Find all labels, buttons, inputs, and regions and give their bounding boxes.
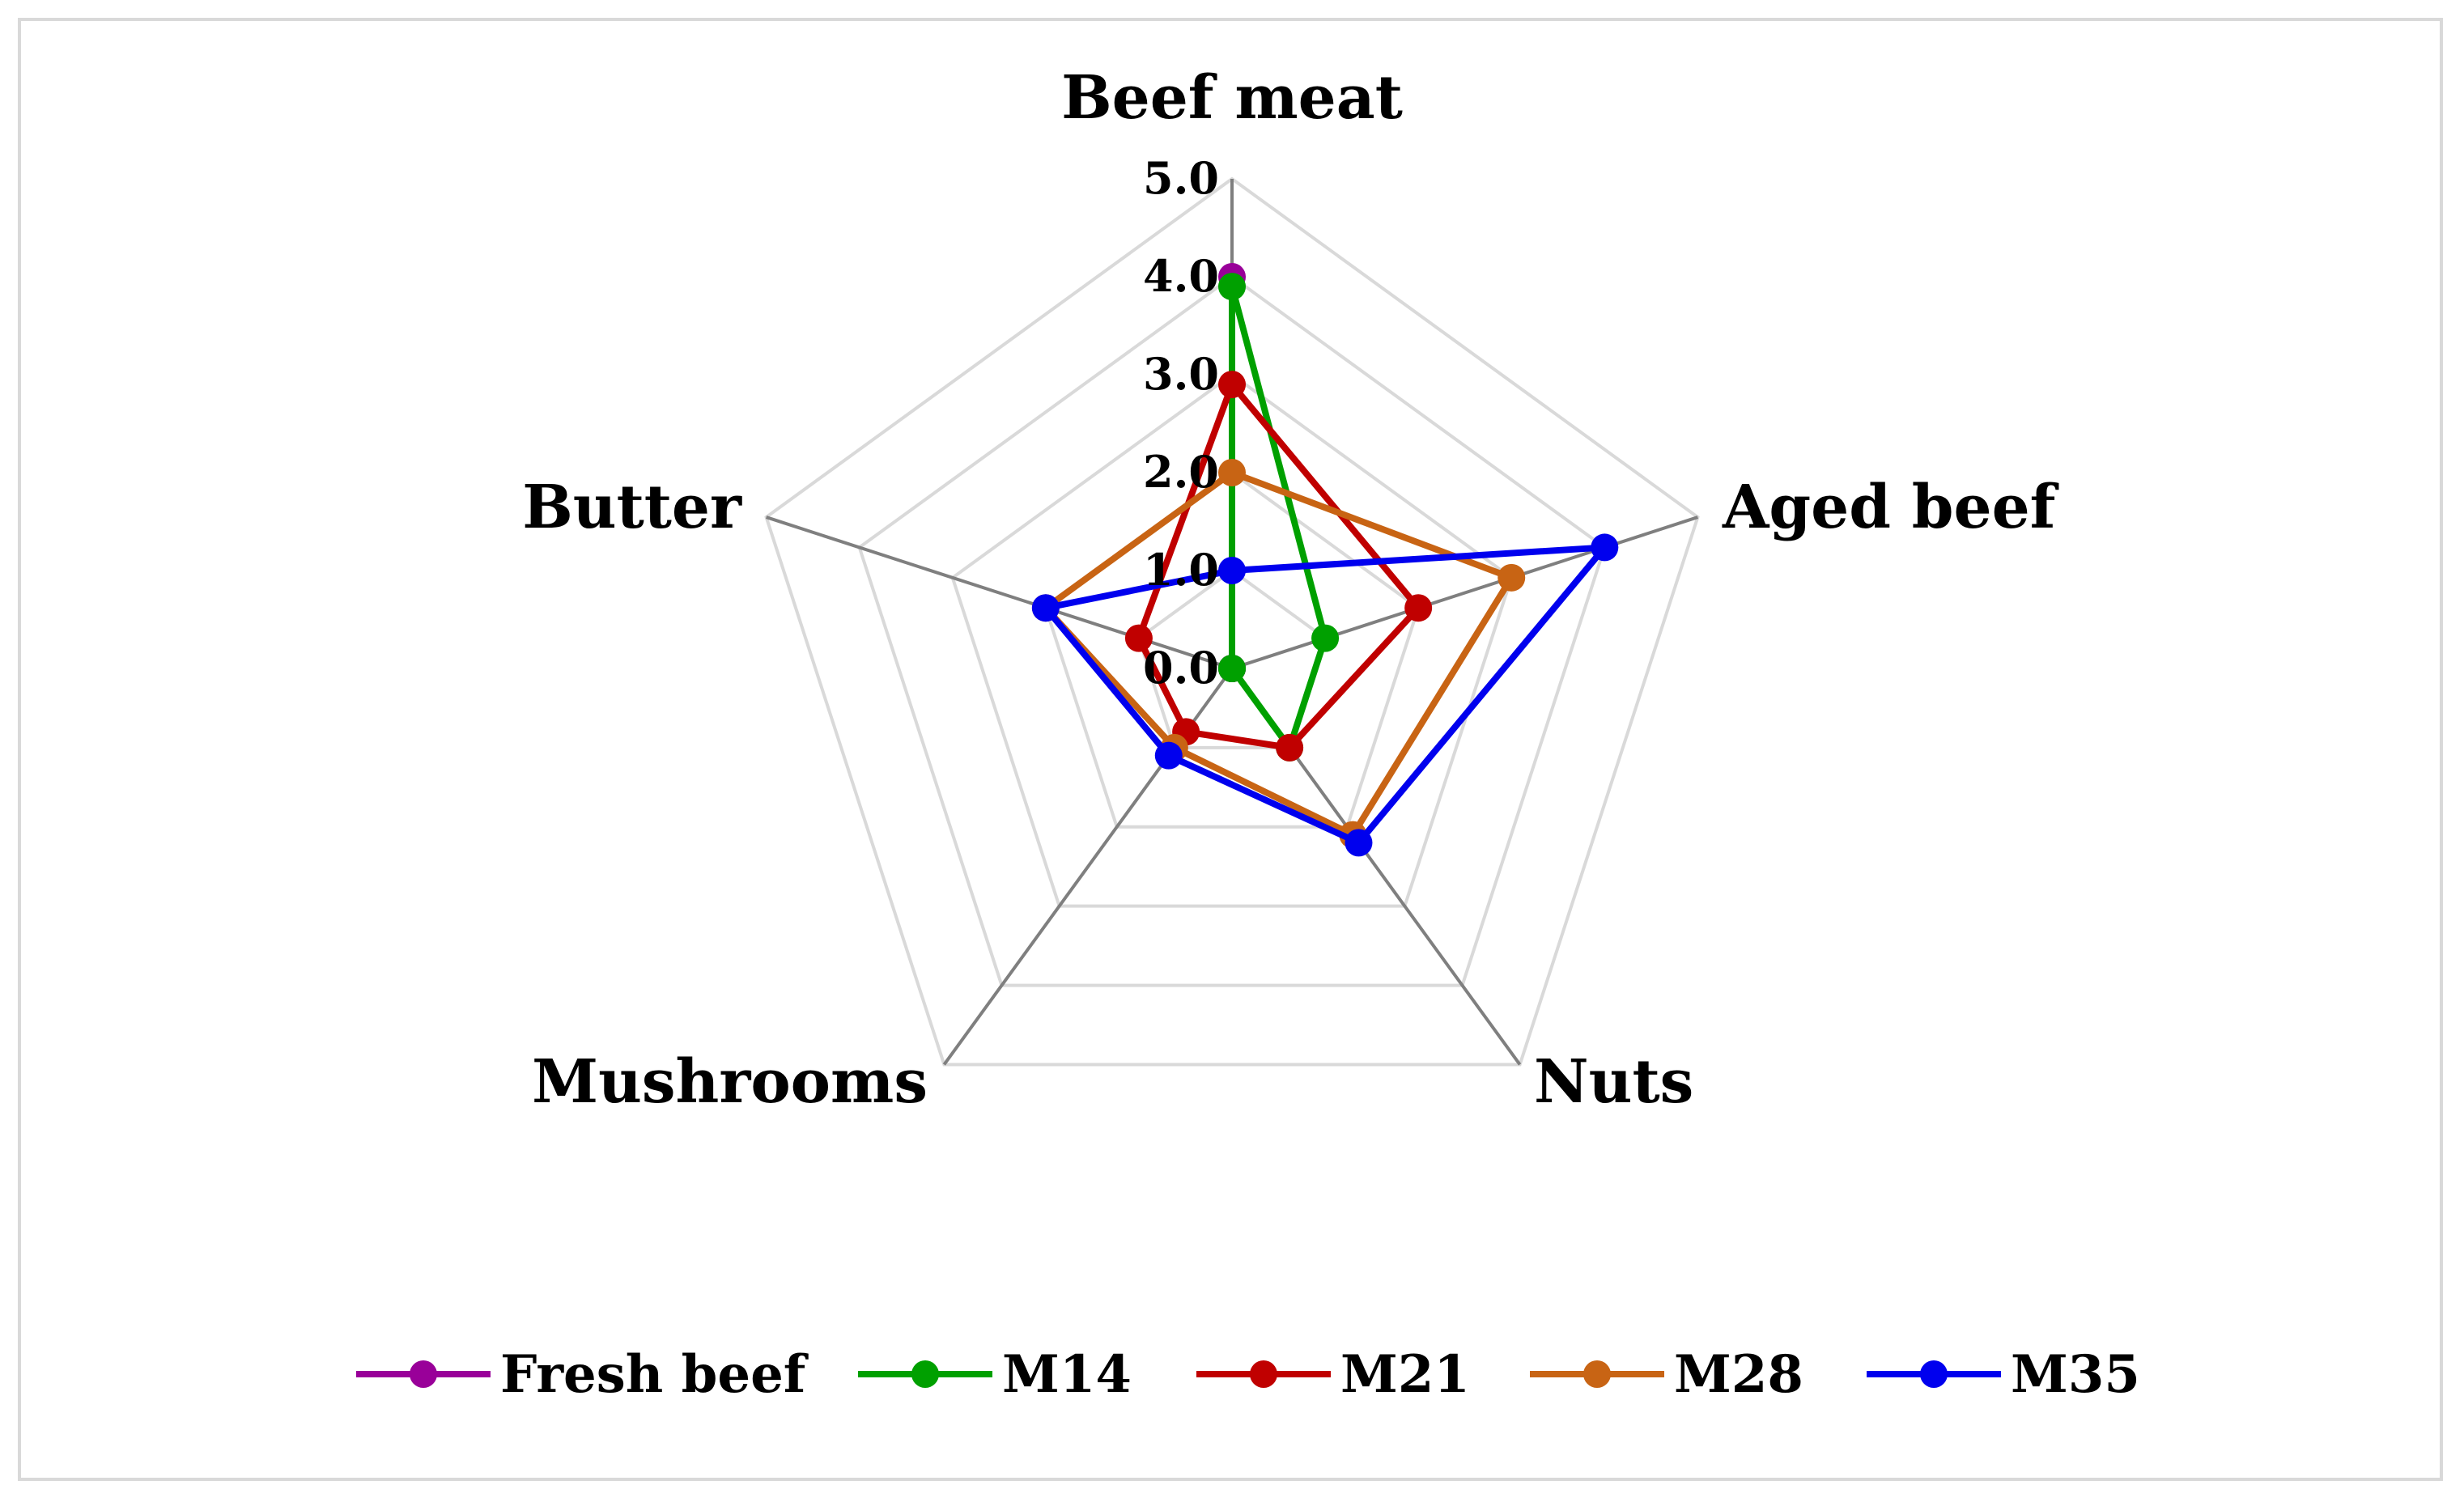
grid-ring-3 — [950, 372, 1514, 908]
series-line — [1042, 544, 1608, 846]
legend-item: M21 — [1196, 1344, 1470, 1405]
tick-labels: 0.0 1.0 2.0 3.0 4.0 5.0 — [1143, 152, 1219, 694]
category-label-butter: Butter — [522, 473, 742, 542]
category-labels: Beef meat Aged beef Nuts Mushrooms Butter — [522, 63, 2058, 1117]
tick-label: 4.0 — [1143, 250, 1219, 302]
category-label-mushrooms: Mushrooms — [532, 1047, 928, 1117]
data-point — [1218, 655, 1246, 682]
series-m21 — [1124, 371, 1433, 762]
data-point — [1404, 594, 1433, 622]
legend-swatch-marker — [1583, 1360, 1611, 1388]
data-point — [1591, 533, 1619, 562]
tick-label: 1.0 — [1143, 544, 1219, 596]
legend-swatch-marker — [911, 1360, 939, 1388]
data-point — [1218, 557, 1246, 584]
legend-label: M14 — [1002, 1344, 1132, 1405]
series-line — [1135, 381, 1422, 751]
legend-swatch-marker — [1920, 1360, 1948, 1388]
data-point — [1154, 741, 1183, 770]
series-m35 — [1031, 533, 1619, 857]
data-point — [1218, 273, 1246, 301]
legend: Fresh beef M14 M21 M28 M35 — [356, 1344, 2140, 1405]
series-layer — [1031, 263, 1619, 857]
data-point — [1218, 371, 1246, 399]
data-point — [1218, 459, 1246, 486]
legend-swatch-marker — [410, 1360, 437, 1388]
category-label-nuts: Nuts — [1534, 1047, 1693, 1117]
legend-label: M21 — [1340, 1344, 1470, 1405]
data-point — [1498, 563, 1526, 592]
tick-label: 5.0 — [1143, 152, 1219, 204]
grid-ring-1 — [1136, 568, 1328, 749]
legend-swatch-marker — [1250, 1360, 1277, 1388]
series-m14 — [1218, 273, 1340, 762]
series-line — [1042, 469, 1515, 838]
tick-label: 0.0 — [1143, 642, 1219, 694]
legend-label: M28 — [1674, 1344, 1803, 1405]
legend-item: Fresh beef — [356, 1344, 809, 1405]
axis-line — [765, 516, 1233, 670]
grid-ring-4 — [857, 274, 1607, 987]
data-point — [1311, 624, 1340, 652]
legend-item: M35 — [1867, 1344, 2140, 1405]
axis-line — [1231, 516, 1699, 670]
grid-ring-5 — [764, 176, 1700, 1067]
legend-label: Fresh beef — [500, 1344, 809, 1405]
legend-label: M35 — [2011, 1344, 2140, 1405]
tick-label: 3.0 — [1143, 348, 1219, 400]
series-line — [1229, 283, 1329, 751]
legend-item: M28 — [1530, 1344, 1803, 1405]
legend-item: M14 — [858, 1344, 1132, 1405]
data-point — [1124, 624, 1153, 652]
data-point — [1031, 594, 1060, 622]
category-label-aged-beef: Aged beef — [1722, 473, 2059, 542]
data-point — [1345, 829, 1373, 857]
category-label-beef-meat: Beef meat — [1061, 63, 1403, 133]
tick-label: 2.0 — [1143, 446, 1219, 498]
data-point — [1276, 733, 1304, 762]
